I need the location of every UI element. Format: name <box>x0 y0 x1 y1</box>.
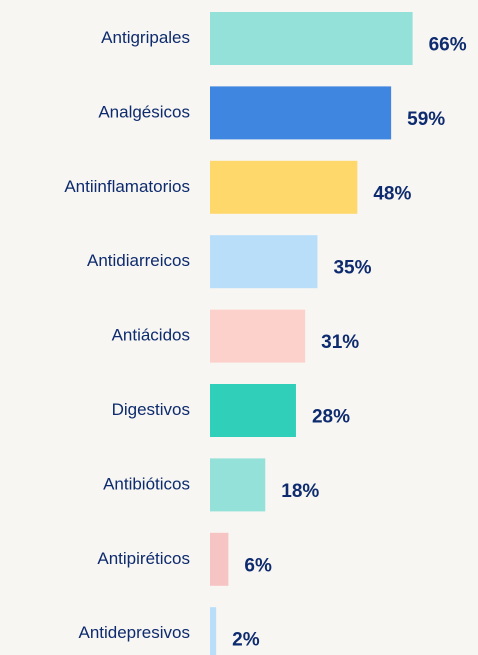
category-label: Antiinflamatorios <box>64 177 190 196</box>
value-label: 2% <box>232 630 260 651</box>
category-label: Digestivos <box>112 400 190 419</box>
bar <box>210 532 229 586</box>
value-label: 48% <box>373 183 411 204</box>
category-label: Antibióticos <box>103 474 190 493</box>
bar <box>210 384 296 437</box>
value-label: 6% <box>244 555 272 576</box>
bar <box>210 309 306 363</box>
value-label: 18% <box>281 481 319 502</box>
bar <box>210 12 413 65</box>
bar <box>210 160 358 214</box>
bar <box>210 607 217 655</box>
bar <box>210 86 392 140</box>
category-label: Antiácidos <box>112 326 190 345</box>
value-label: 28% <box>312 407 350 428</box>
value-label: 35% <box>333 258 371 279</box>
bar <box>210 458 266 512</box>
value-label: 66% <box>429 35 467 56</box>
category-label: Antidepresivos <box>78 623 190 642</box>
category-label: Antigripales <box>101 28 190 47</box>
bar <box>210 235 318 289</box>
category-label: Antidiarreicos <box>87 251 190 270</box>
value-label: 31% <box>321 332 359 353</box>
category-label: Analgésicos <box>98 102 190 121</box>
category-label: Antipiréticos <box>97 549 190 568</box>
value-label: 59% <box>407 109 445 130</box>
